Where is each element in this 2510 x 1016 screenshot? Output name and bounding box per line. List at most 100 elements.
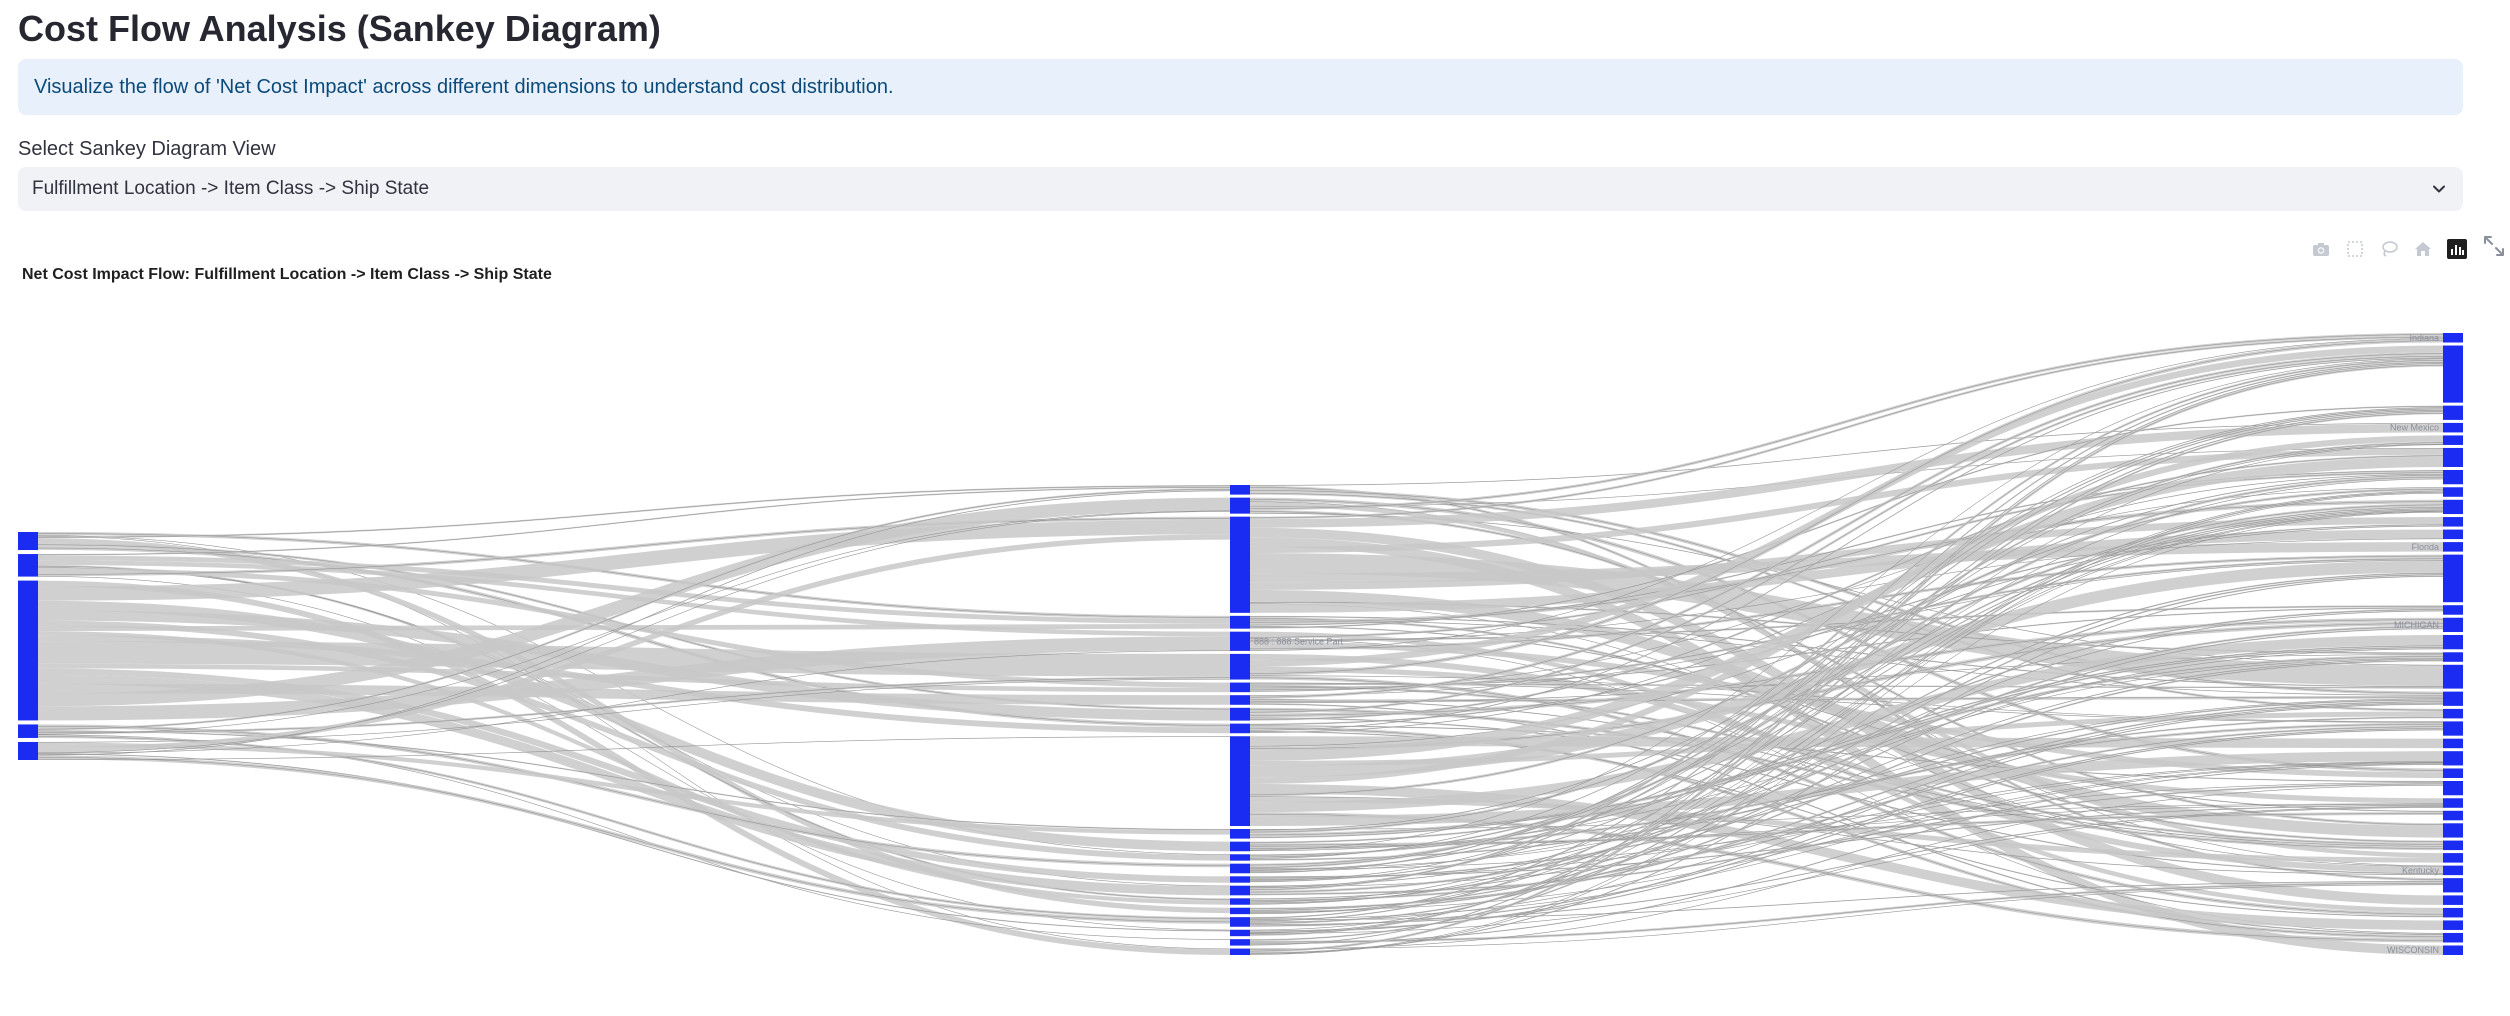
ship-state-node[interactable] [2443, 810, 2463, 821]
link-item-to-state-edge[interactable] [1249, 572, 2444, 904]
ship-state-node[interactable] [2443, 932, 2463, 943]
link-item-to-state-edge[interactable] [1249, 410, 2444, 889]
item-class-node[interactable] [1230, 939, 1250, 946]
link-item-to-state-edge[interactable] [1249, 455, 2444, 720]
item-class-node[interactable] [1230, 876, 1250, 883]
link-item-to-state-edge[interactable] [1249, 491, 2444, 941]
link-item-to-state-edge[interactable] [1249, 478, 2444, 903]
link-item-to-state-edge[interactable] [1249, 717, 2444, 874]
link-item-to-state-edge[interactable] [1249, 701, 2444, 909]
link-item-to-state-edge[interactable] [1249, 538, 2444, 642]
item-class-node[interactable] [1230, 829, 1250, 839]
link-item-to-state[interactable] [1249, 553, 2444, 686]
link-item-to-state-edge[interactable] [1249, 804, 2444, 847]
link-item-to-state-edge[interactable] [1249, 407, 2444, 859]
box-select-icon[interactable] [2344, 238, 2366, 260]
ship-state-node[interactable] [2443, 865, 2463, 876]
link-item-to-state-edge[interactable] [1249, 763, 2444, 920]
ship-state-node[interactable] [2443, 554, 2463, 603]
link-item-to-state-edge[interactable] [1249, 882, 2444, 943]
link-item-to-state-edge[interactable] [1249, 442, 2444, 868]
link-item-to-state-edge[interactable] [1249, 807, 2444, 934]
link-item-to-state-edge[interactable] [1249, 508, 2444, 871]
ship-state-node[interactable] [2443, 895, 2463, 905]
link-item-to-state-edge[interactable] [1249, 504, 2444, 833]
link-location-to-item[interactable] [37, 497, 1231, 707]
ship-state-node[interactable] [2443, 780, 2463, 796]
link-item-to-state-edge[interactable] [1249, 423, 2444, 486]
link-item-to-state-edge[interactable] [1249, 628, 2444, 911]
link-item-to-state-edge[interactable] [1249, 413, 2444, 936]
link-item-to-state-edge[interactable] [1249, 365, 2444, 952]
link-item-to-state-edge[interactable] [1249, 357, 2444, 731]
item-class-node[interactable] [1230, 917, 1250, 927]
fulfillment-location-node[interactable] [18, 724, 38, 738]
ship-state-node[interactable] [2443, 542, 2463, 552]
link-item-to-state-edge[interactable] [1249, 884, 2444, 950]
link-item-to-state-edge[interactable] [1249, 334, 2444, 509]
link-item-to-state-edge[interactable] [1249, 336, 2444, 519]
link-item-to-state-edge[interactable] [1249, 506, 2444, 858]
fulfillment-location-node[interactable] [18, 532, 38, 551]
link-item-to-state-edge[interactable] [1249, 702, 2444, 923]
home-icon[interactable] [2412, 238, 2434, 260]
item-class-node[interactable] [1230, 863, 1250, 874]
link-location-to-item-edge[interactable] [37, 736, 1231, 760]
fulfillment-location-node[interactable] [18, 554, 38, 577]
ship-state-node[interactable] [2443, 617, 2463, 632]
ship-state-node[interactable] [2443, 652, 2463, 662]
link-item-to-state-edge[interactable] [1249, 806, 2444, 926]
link-item-to-state-edge[interactable] [1249, 576, 2444, 954]
link-item-to-state-edge[interactable] [1249, 406, 2444, 629]
link-location-to-item[interactable] [37, 623, 1231, 632]
link-item-to-state-edge[interactable] [1249, 443, 2444, 881]
link-location-to-item[interactable] [37, 742, 1231, 835]
link-item-to-state-edge[interactable] [1249, 699, 2444, 880]
ship-state-node[interactable] [2443, 487, 2463, 497]
link-item-to-state-edge[interactable] [1249, 510, 2444, 905]
link-item-to-state-edge[interactable] [1249, 803, 2444, 830]
link-item-to-state-edge[interactable] [1249, 492, 2444, 955]
fullscreen-expand-icon[interactable] [2482, 234, 2506, 258]
ship-state-node[interactable] [2443, 422, 2463, 433]
item-class-node[interactable] [1230, 631, 1250, 651]
link-location-to-item[interactable] [37, 636, 1231, 721]
ship-state-node[interactable] [2443, 469, 2463, 485]
link-item-to-state-edge[interactable] [1249, 703, 2444, 933]
item-class-node[interactable] [1230, 615, 1250, 629]
ship-state-node[interactable] [2443, 751, 2463, 766]
link-item-to-state-edge[interactable] [1249, 363, 2444, 946]
view-select[interactable]: Fulfillment Location -> Item Class -> Sh… [18, 167, 2463, 211]
link-location-to-item-edge[interactable] [37, 487, 1231, 556]
link-location-to-item[interactable] [37, 555, 1231, 624]
link-item-to-state-edge[interactable] [1249, 356, 2444, 713]
link-item-to-state-edge[interactable] [1249, 717, 2444, 861]
link-location-to-item-edge[interactable] [37, 736, 1231, 919]
ship-state-node[interactable] [2443, 664, 2463, 689]
ship-state-node[interactable] [2443, 691, 2463, 706]
link-item-to-state-edge[interactable] [1249, 474, 2444, 831]
ship-state-node[interactable] [2443, 708, 2463, 719]
link-location-to-item-edge[interactable] [37, 490, 1231, 756]
ship-state-node[interactable] [2443, 945, 2463, 955]
link-item-to-state-edge[interactable] [1249, 560, 2444, 696]
link-item-to-state-edge[interactable] [1249, 647, 2444, 843]
item-class-node[interactable] [1230, 736, 1250, 827]
link-item-to-state-edge[interactable] [1249, 511, 2444, 955]
ship-state-node[interactable] [2443, 738, 2463, 749]
link-item-to-state-edge[interactable] [1249, 782, 2444, 870]
link-location-to-item[interactable] [37, 620, 1231, 861]
link-location-to-item-edge[interactable] [37, 753, 1231, 932]
link-item-to-state-edge[interactable] [1249, 645, 2444, 838]
item-class-node[interactable] [1230, 929, 1250, 937]
ship-state-node[interactable] [2443, 499, 2463, 515]
link-item-to-state-edge[interactable] [1249, 490, 2444, 694]
link-item-to-state[interactable] [1249, 435, 2444, 784]
link-location-to-item-edge[interactable] [37, 677, 1231, 733]
item-class-node[interactable] [1230, 841, 1250, 852]
link-item-to-state-edge[interactable] [1249, 609, 2444, 856]
link-item-to-state-edge[interactable] [1249, 764, 2444, 945]
link-location-to-item-edge[interactable] [37, 547, 1231, 726]
ship-state-node[interactable] [2443, 721, 2463, 736]
plotly-logo-icon[interactable] [2446, 238, 2468, 260]
